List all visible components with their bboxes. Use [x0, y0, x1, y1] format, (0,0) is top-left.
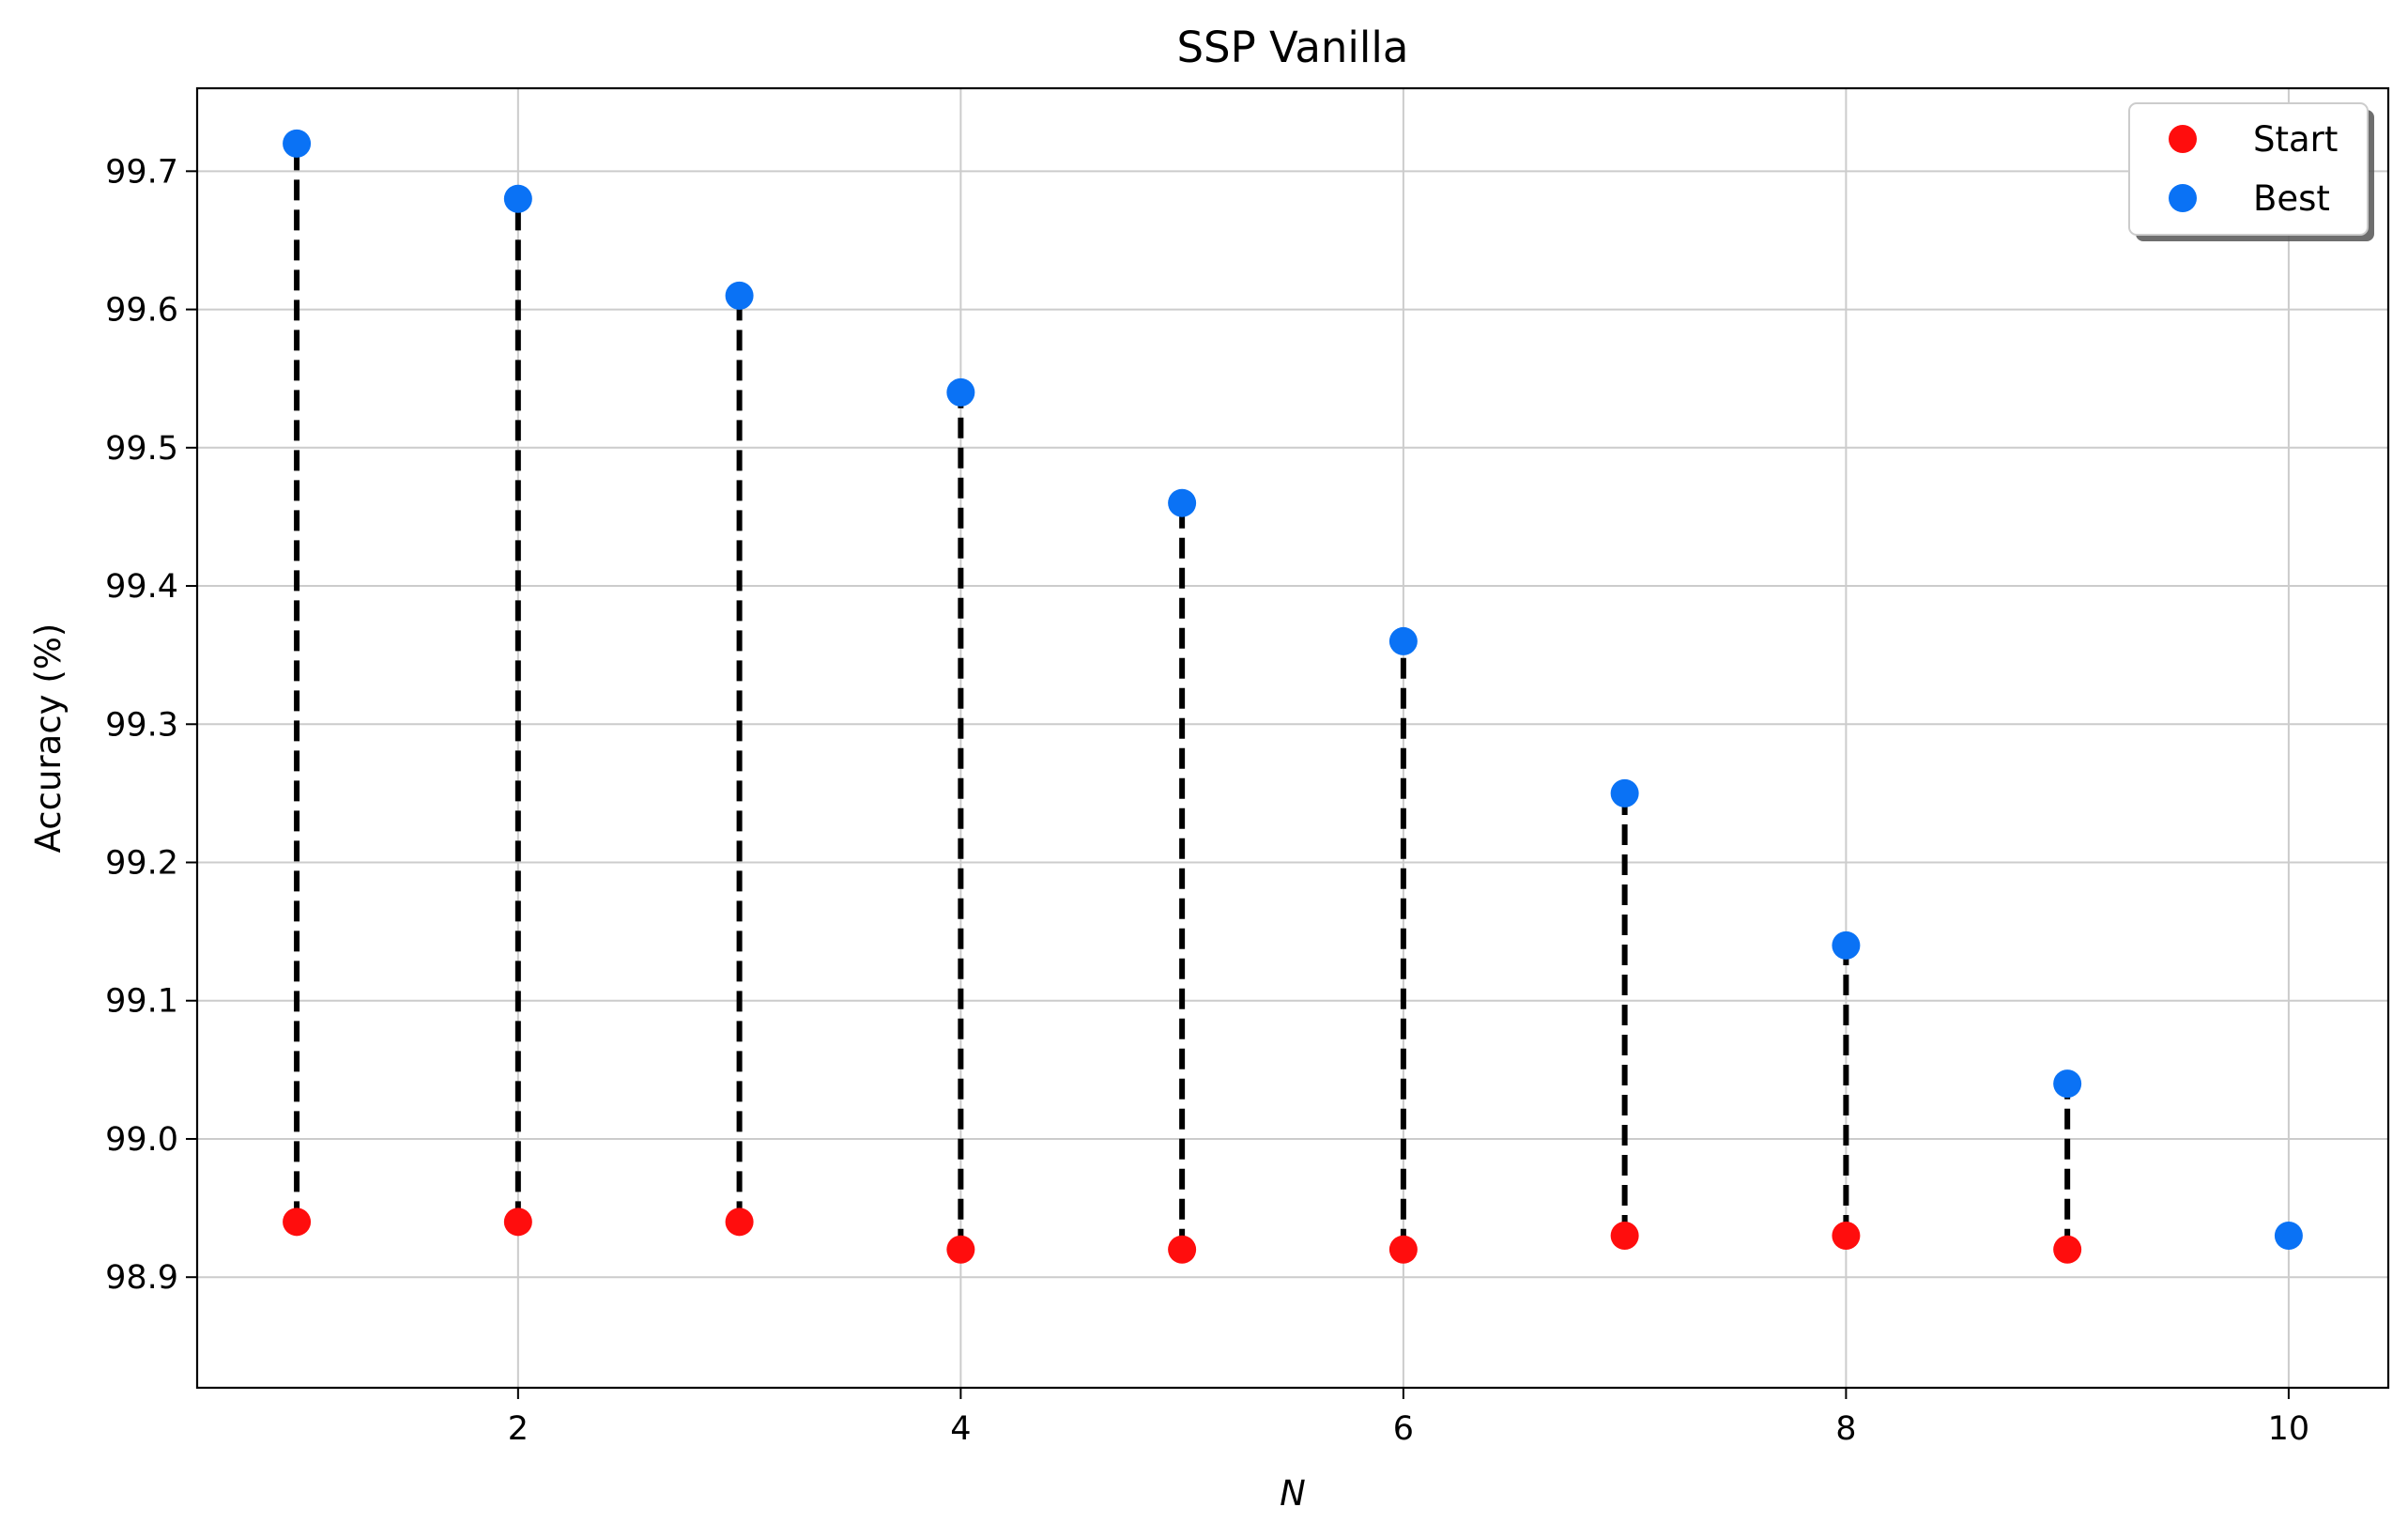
legend-label-best: Best: [2253, 178, 2330, 219]
point-best: [503, 184, 532, 213]
point-best: [725, 281, 754, 310]
point-start: [1168, 1235, 1197, 1264]
point-best: [283, 129, 312, 158]
x-tick-label: 2: [508, 1410, 529, 1448]
y-axis-ticks: 98.9 99.0 99.1 99.2 99.3 99.4 99.5 99.6 99.7: [105, 153, 197, 1297]
x-tick-label: 4: [950, 1410, 971, 1448]
y-tick-label: 99.5: [105, 430, 178, 468]
x-axis-ticks: 2 4 6 8 10: [508, 1388, 2309, 1448]
legend-marker-best: [2169, 184, 2197, 212]
point-start: [1388, 1235, 1418, 1264]
y-tick-label: 99.4: [105, 568, 178, 606]
point-start: [1832, 1222, 1861, 1251]
point-start: [283, 1207, 312, 1237]
point-start: [2053, 1235, 2082, 1264]
data-points: [283, 129, 2303, 1264]
y-tick-label: 99.2: [105, 845, 178, 883]
y-tick-label: 99.7: [105, 153, 178, 191]
y-axis-label: Accuracy (%): [28, 623, 69, 854]
legend-label-start: Start: [2253, 119, 2338, 160]
chart-title: SSP Vanilla: [1176, 23, 1408, 72]
point-best: [2053, 1069, 2082, 1099]
point-best: [1388, 626, 1418, 655]
point-start: [1610, 1222, 1639, 1251]
x-tick-label: 6: [1393, 1410, 1414, 1448]
x-tick-label: 10: [2268, 1410, 2310, 1448]
x-axis-label: N: [1280, 1473, 1306, 1514]
y-tick-label: 98.9: [105, 1259, 178, 1297]
point-best: [946, 377, 975, 407]
y-tick-label: 99.3: [105, 706, 178, 744]
grid-lines: [197, 88, 2388, 1388]
point-best: [1832, 930, 1861, 960]
legend-marker-start: [2169, 125, 2197, 153]
legend: Start Best: [2128, 102, 2374, 241]
connector-lines: [294, 143, 2071, 1250]
point-start: [503, 1207, 532, 1237]
point-start: [725, 1207, 754, 1237]
point-best: [1610, 778, 1639, 807]
point-start: [946, 1235, 975, 1264]
plot-frame: [195, 86, 2390, 1390]
point-best: [2274, 1222, 2303, 1251]
y-tick-label: 99.6: [105, 292, 178, 330]
y-tick-label: 99.1: [105, 983, 178, 1021]
y-tick-label: 99.0: [105, 1121, 178, 1159]
x-tick-label: 8: [1835, 1410, 1856, 1448]
point-best: [1168, 488, 1197, 517]
